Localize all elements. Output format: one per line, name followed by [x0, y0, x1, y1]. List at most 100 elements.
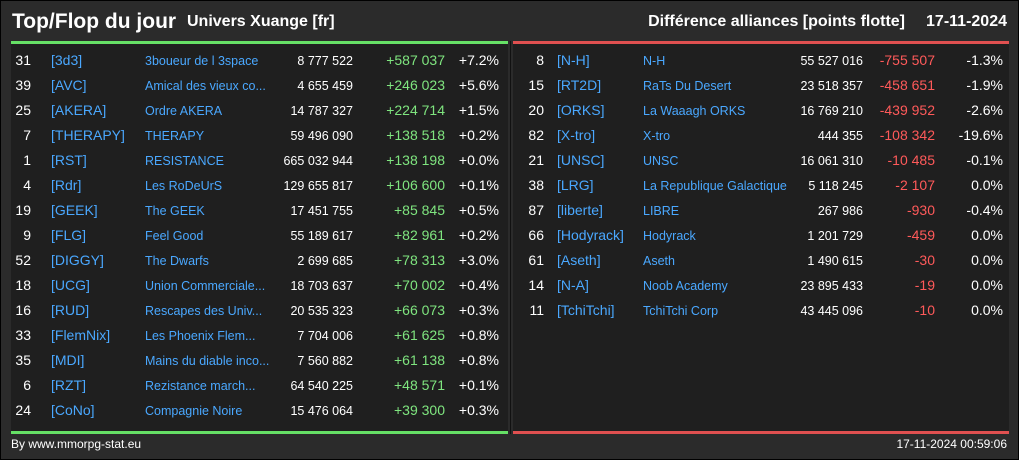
alliance-name-link[interactable]: LIBRE [643, 204, 680, 218]
alliance-rank: 66 [528, 227, 544, 243]
alliance-tag-link[interactable]: [Rdr] [51, 177, 82, 193]
alliance-tag-link[interactable]: [UNSC] [557, 152, 605, 168]
alliance-name-link[interactable]: Aseth [643, 254, 675, 268]
points-delta: +78 313 [394, 252, 445, 268]
alliance-name-link[interactable]: Les RoDeUrS [145, 179, 223, 193]
alliance-tag-link[interactable]: [TchiTchi] [557, 302, 615, 318]
top-row: 4 [Rdr] Les RoDeUrS 129 655 817 +106 600 +0.1… [11, 173, 508, 198]
percent-change: +1.5% [458, 102, 499, 118]
alliance-points: 17 451 755 [290, 204, 353, 218]
alliance-name-link[interactable]: N-H [643, 54, 666, 68]
alliance-name-link[interactable]: 3boueur de l 3space [145, 54, 259, 68]
points-delta: +61 625 [394, 327, 445, 343]
alliance-name-link[interactable]: Union Commerciale... [145, 279, 266, 293]
alliance-tag-link[interactable]: [DIGGY] [51, 252, 104, 268]
alliance-name-link[interactable]: Rezistance march... [145, 379, 256, 393]
alliance-name-link[interactable]: Noob Academy [643, 279, 728, 293]
alliance-tag-link[interactable]: [FLG] [51, 227, 87, 243]
alliance-tag-link[interactable]: [Hodyrack] [557, 227, 624, 243]
percent-change: +0.2% [458, 227, 499, 243]
date-label: 17-11-2024 [926, 13, 1007, 30]
alliance-tag-link[interactable]: [THERAPY] [51, 127, 125, 143]
alliance-tag-link[interactable]: [RST] [51, 152, 87, 168]
alliance-tag-link[interactable]: [N-A] [557, 277, 589, 293]
points-delta: +138 518 [386, 127, 445, 143]
percent-change: -0.4% [966, 202, 1003, 218]
flop-row: 14 [N-A] Noob Academy 23 895 433 -19 0.0% [513, 273, 1009, 298]
alliance-name-link[interactable]: The Dwarfs [145, 254, 209, 268]
alliance-tag-link[interactable]: [N-H] [557, 52, 590, 68]
top-row: 24 [CoNo] Compagnie Noire 15 476 064 +39 300… [11, 398, 508, 423]
percent-change: 0.0% [971, 277, 1003, 293]
alliance-name-link[interactable]: THERAPY [145, 129, 205, 143]
flop-row: 15 [RT2D] RaTs Du Desert 23 518 357 -458 651… [513, 73, 1009, 98]
alliance-tag-link[interactable]: [3d3] [51, 52, 83, 68]
alliance-points: 5 118 245 [808, 179, 863, 193]
alliance-tag-link[interactable]: [ORKS] [557, 102, 605, 118]
percent-change: +0.8% [458, 327, 499, 343]
alliance-name-link[interactable]: RESISTANCE [145, 154, 224, 168]
points-delta: +70 002 [394, 277, 445, 293]
alliance-points: 444 355 [817, 129, 863, 143]
alliance-rank: 31 [15, 52, 31, 68]
alliance-tag-link[interactable]: [RZT] [51, 377, 86, 393]
alliance-rank: 61 [528, 252, 544, 268]
alliance-tag-link[interactable]: [MDI] [51, 352, 85, 368]
source-link[interactable]: By www.mmorpg-stat.eu [11, 437, 142, 451]
points-delta: -108 342 [879, 127, 935, 143]
footer-timestamp: 17-11-2024 00:59:06 [896, 437, 1007, 451]
alliance-points: 16 769 210 [800, 104, 863, 118]
alliance-name-link[interactable]: Amical des vieux co... [145, 79, 266, 93]
alliance-tag-link[interactable]: [AVC] [51, 77, 87, 93]
alliance-tag-link[interactable]: [CoNo] [51, 402, 95, 418]
alliance-rank: 11 [529, 302, 544, 318]
percent-change: +0.5% [458, 202, 499, 218]
percent-change: 0.0% [971, 302, 1003, 318]
points-delta: +138 198 [386, 152, 445, 168]
top-row: 16 [RUD] Rescapes des Univ... 20 535 323 +66… [11, 298, 508, 323]
alliance-name-link[interactable]: RaTs Du Desert [643, 79, 732, 93]
alliance-points: 43 445 096 [800, 304, 863, 318]
alliance-tag-link[interactable]: [Aseth] [557, 252, 601, 268]
alliance-name-link[interactable]: The GEEK [145, 204, 205, 218]
percent-change: +0.1% [458, 177, 499, 193]
alliance-name-link[interactable]: UNSC [643, 154, 679, 168]
alliance-name-link[interactable]: X-tro [643, 129, 671, 143]
percent-change: +3.0% [458, 252, 499, 268]
alliance-name-link[interactable]: Feel Good [145, 229, 204, 243]
alliance-tag-link[interactable]: [FlemNix] [51, 327, 111, 343]
alliance-name-link[interactable]: TchiTchi Corp [643, 304, 719, 318]
points-delta: -459 [906, 227, 935, 243]
alliance-points: 2 699 685 [297, 254, 353, 268]
flop-row: 66 [Hodyrack] Hodyrack 1 201 729 -459 0.0% [513, 223, 1009, 248]
alliance-tag-link[interactable]: [liberte] [557, 202, 603, 218]
alliance-rank: 21 [528, 152, 544, 168]
alliance-name-link[interactable]: Ordre AKERA [145, 104, 223, 118]
alliance-rank: 8 [536, 52, 544, 68]
alliance-rank: 7 [23, 127, 31, 143]
alliance-rank: 6 [23, 377, 31, 393]
alliance-rank: 24 [15, 402, 31, 418]
alliance-name-link[interactable]: Rescapes des Univ... [145, 304, 263, 318]
alliance-name-link[interactable]: Les Phoenix Flem... [145, 329, 256, 343]
percent-change: +0.8% [458, 352, 499, 368]
alliance-rank: 82 [528, 127, 544, 143]
alliance-name-link[interactable]: La Republique Galactique [643, 179, 787, 193]
percent-change: +0.2% [458, 127, 499, 143]
alliance-tag-link[interactable]: [UCG] [51, 277, 90, 293]
alliance-points: 665 032 944 [283, 154, 353, 168]
alliance-tag-link[interactable]: [GEEK] [51, 202, 98, 218]
alliance-name-link[interactable]: Compagnie Noire [145, 404, 243, 418]
alliance-name-link[interactable]: La Waaagh ORKS [643, 104, 746, 118]
alliance-name-link[interactable]: Hodyrack [643, 229, 696, 243]
alliance-tag-link[interactable]: [RT2D] [557, 77, 602, 93]
alliance-tag-link[interactable]: [RUD] [51, 302, 90, 318]
alliance-name-link[interactable]: Mains du diable inco... [145, 354, 270, 368]
alliance-tag-link[interactable]: [AKERA] [51, 102, 107, 118]
percent-change: 0.0% [971, 252, 1003, 268]
alliance-rank: 9 [23, 227, 31, 243]
alliance-tag-link[interactable]: [X-tro] [557, 127, 596, 143]
alliance-tag-link[interactable]: [LRG] [557, 177, 594, 193]
top-row: 52 [DIGGY] The Dwarfs 2 699 685 +78 313 +3.0% [11, 248, 508, 273]
